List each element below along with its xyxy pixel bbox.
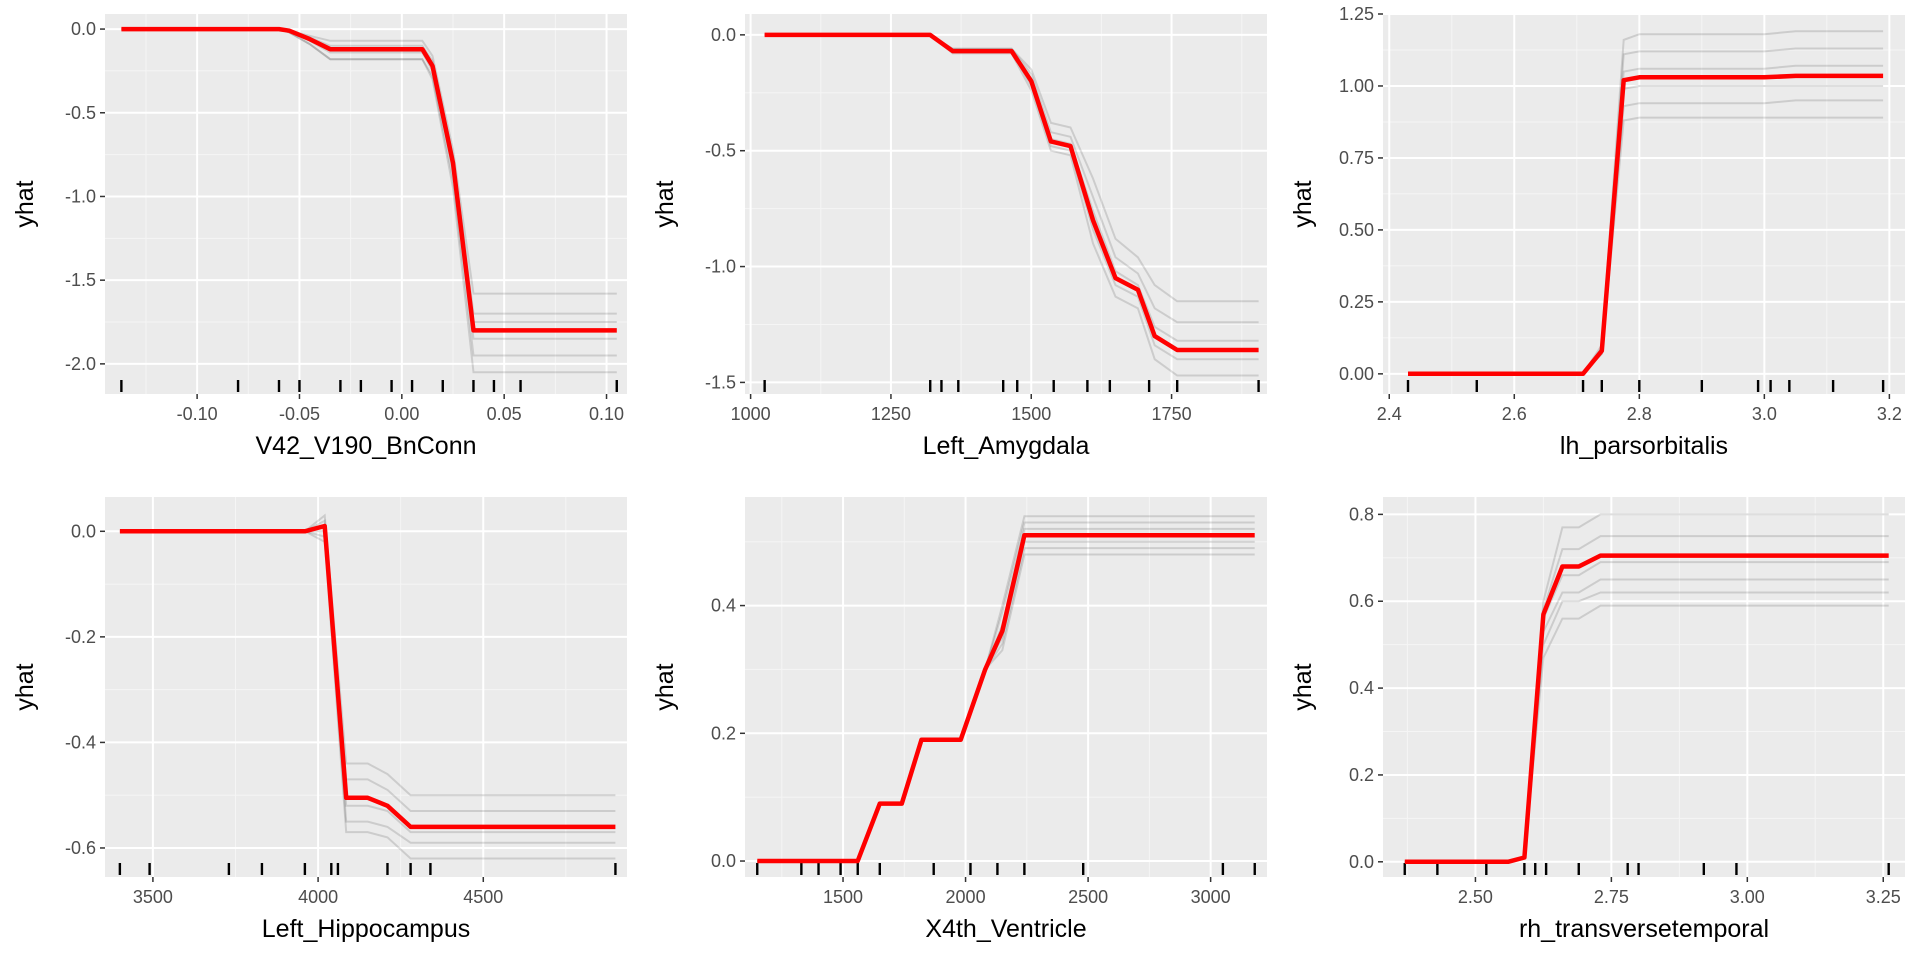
y-tick-label: -0.6 bbox=[65, 838, 96, 858]
x-axis-title: lh_parsorbitalis bbox=[1560, 432, 1728, 460]
x-tick-label: 3.25 bbox=[1866, 887, 1901, 907]
y-tick-label: -0.5 bbox=[65, 103, 96, 123]
y-tick-label: 0.4 bbox=[1349, 678, 1374, 698]
x-tick-label: 3.0 bbox=[1752, 404, 1777, 424]
y-tick-label: -0.2 bbox=[65, 627, 96, 647]
x-tick-label: 3000 bbox=[1191, 887, 1231, 907]
x-tick-label: -0.05 bbox=[279, 404, 320, 424]
pdp-line bbox=[764, 32, 1259, 353]
x-axis-title: V42_V190_BnConn bbox=[255, 432, 476, 460]
panel-background bbox=[745, 497, 1267, 877]
x-tick-label: 1250 bbox=[871, 404, 911, 424]
pdp-line bbox=[757, 533, 1255, 864]
panel-2: 1000 1250 1500 1750 0.0 -0.5 -1.0 -1.5 Left_Amyg… bbox=[651, 14, 1267, 460]
panel-4: 3500 4000 4500 0.0 -0.2 -0.4 -0.6 Left_Hippocam… bbox=[11, 497, 627, 943]
y-tick-label: 0.0 bbox=[71, 521, 96, 541]
x-tick-label: 0.00 bbox=[384, 404, 419, 424]
y-axis-title: yhat bbox=[1289, 180, 1317, 227]
x-tick-label: 0.10 bbox=[589, 404, 624, 424]
x-tick-label: 4500 bbox=[463, 887, 503, 907]
y-tick-label: 0.0 bbox=[711, 25, 736, 45]
y-tick-label: 0.8 bbox=[1349, 504, 1374, 524]
panel-5: 1500 2000 2500 3000 0.0 0.2 0.4 X4th_Ventricle y… bbox=[651, 497, 1267, 943]
x-tick-label: 2.6 bbox=[1502, 404, 1527, 424]
y-tick-label: -2.0 bbox=[65, 354, 96, 374]
ice-line bbox=[119, 530, 616, 860]
y-tick-label: -1.0 bbox=[65, 186, 96, 206]
y-axis-title: yhat bbox=[11, 663, 39, 710]
panel-background bbox=[745, 14, 1267, 394]
y-tick-label: 0.25 bbox=[1339, 292, 1374, 312]
y-tick-label: 0.0 bbox=[71, 19, 96, 39]
panel-6: 2.50 2.75 3.00 3.25 0.0 0.2 0.4 0.6 0.8 rh_transv… bbox=[1289, 497, 1905, 943]
x-tick-label: 2.50 bbox=[1458, 887, 1493, 907]
y-tick-label: 0.00 bbox=[1339, 364, 1374, 384]
x-tick-label: 1500 bbox=[823, 887, 863, 907]
x-tick-label: 2.75 bbox=[1594, 887, 1629, 907]
x-tick-label: 2500 bbox=[1068, 887, 1108, 907]
x-tick-label: 2000 bbox=[946, 887, 986, 907]
y-axis-title: yhat bbox=[11, 180, 39, 227]
y-tick-label: 0.2 bbox=[711, 723, 736, 743]
y-axis-title: yhat bbox=[651, 180, 679, 227]
ice-line bbox=[764, 33, 1259, 377]
y-axis-title: yhat bbox=[651, 663, 679, 710]
x-tick-label: 0.05 bbox=[487, 404, 522, 424]
y-tick-label: 1.25 bbox=[1339, 4, 1374, 24]
x-axis-title: Left_Amygdala bbox=[923, 432, 1090, 460]
y-tick-label: 0.75 bbox=[1339, 148, 1374, 168]
pdp-line bbox=[121, 26, 617, 333]
x-tick-label: 3.2 bbox=[1877, 404, 1902, 424]
y-tick-label: -1.5 bbox=[705, 372, 736, 392]
x-tick-label: 1750 bbox=[1152, 404, 1192, 424]
y-tick-label: 0.0 bbox=[1349, 852, 1374, 872]
x-tick-label: 3500 bbox=[133, 887, 173, 907]
y-tick-label: -0.4 bbox=[65, 732, 96, 752]
x-tick-label: 1000 bbox=[731, 404, 771, 424]
x-axis-title: Left_Hippocampus bbox=[262, 915, 470, 943]
y-tick-label: -0.5 bbox=[705, 141, 736, 161]
panel-1: -0.10 -0.05 0.00 0.05 0.10 0.0 -0.5 -1.0 -1.5 -2.… bbox=[11, 14, 627, 460]
y-tick-label: -1.0 bbox=[705, 257, 736, 277]
x-tick-label: 3.00 bbox=[1730, 887, 1765, 907]
panel-background bbox=[1383, 497, 1905, 877]
pdp-line bbox=[1408, 73, 1884, 377]
pdp-line bbox=[1404, 553, 1889, 865]
x-tick-label: 2.4 bbox=[1377, 404, 1402, 424]
panel-3: 2.4 2.6 2.8 3.0 3.2 0.00 0.25 0.50 0.75 1.00 1.25 l… bbox=[1289, 4, 1905, 460]
x-tick-label: 1500 bbox=[1011, 404, 1051, 424]
x-tick-label: 4000 bbox=[298, 887, 338, 907]
x-axis-title: X4th_Ventricle bbox=[925, 915, 1086, 943]
y-tick-label: 0.50 bbox=[1339, 220, 1374, 240]
y-tick-label: 1.00 bbox=[1339, 76, 1374, 96]
y-tick-label: 0.2 bbox=[1349, 765, 1374, 785]
x-tick-label: 2.8 bbox=[1627, 404, 1652, 424]
y-tick-label: 0.6 bbox=[1349, 591, 1374, 611]
y-tick-label: 0.0 bbox=[711, 851, 736, 871]
y-axis-title: yhat bbox=[1289, 663, 1317, 710]
y-tick-label: 0.4 bbox=[711, 596, 736, 616]
y-tick-label: -1.5 bbox=[65, 270, 96, 290]
x-tick-label: -0.10 bbox=[177, 404, 218, 424]
pdp-line bbox=[119, 523, 616, 830]
x-axis-title: rh_transversetemporal bbox=[1519, 915, 1769, 943]
panel-background bbox=[105, 497, 627, 877]
